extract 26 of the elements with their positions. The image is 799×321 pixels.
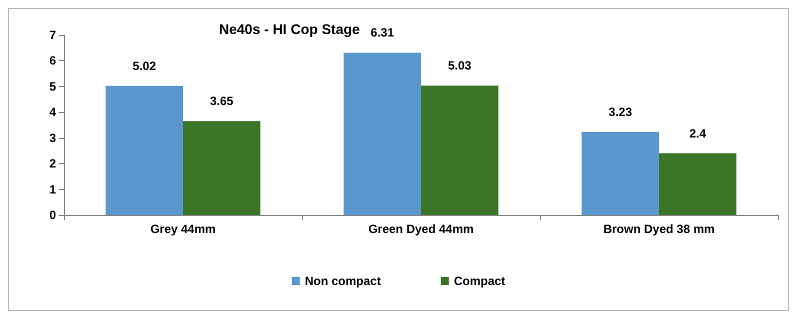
bar — [582, 132, 659, 215]
y-tick-label: 1 — [49, 182, 56, 196]
bar — [183, 121, 260, 215]
y-tick-label: 0 — [49, 208, 56, 222]
bar — [421, 86, 498, 215]
data-label: 3.23 — [608, 104, 632, 119]
y-tick-label: 5 — [49, 79, 56, 94]
legend-label: Non compact — [304, 274, 381, 288]
bar — [344, 52, 421, 215]
x-tick-label: Green Dyed 44mm — [368, 222, 474, 236]
legend-label: Compact — [454, 274, 506, 288]
bar — [106, 86, 183, 215]
y-tick-label: 4 — [49, 105, 56, 120]
y-tick-label: 6 — [49, 54, 56, 68]
data-label: 3.65 — [210, 94, 234, 108]
data-label: 5.02 — [132, 58, 156, 73]
x-tick-label: Brown Dyed 38 mm — [603, 222, 715, 236]
y-tick-label: 2 — [49, 156, 56, 171]
y-tick-label: 3 — [49, 130, 56, 145]
y-tick-label: 7 — [49, 28, 56, 42]
chart-title: Ne40s - HI Cop Stage — [219, 21, 360, 37]
x-tick-label: Grey 44mm — [150, 222, 216, 236]
bar — [659, 153, 736, 215]
data-label: 6.31 — [370, 26, 394, 40]
data-label: 2.4 — [689, 126, 706, 140]
data-label: 5.03 — [448, 58, 472, 73]
